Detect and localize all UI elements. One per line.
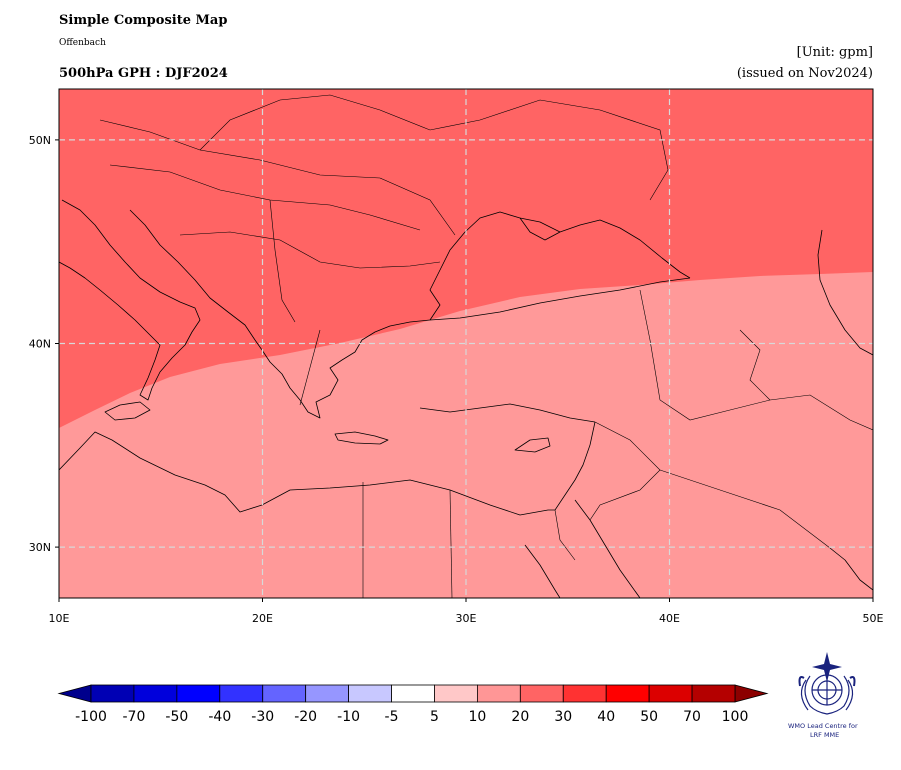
- colorbar-over-arrow: [734, 684, 769, 703]
- colorbar-tick-label: 20: [511, 709, 529, 725]
- colorbar-segment: [90, 684, 135, 703]
- logo-caption-line1: WMO Lead Centre for: [788, 722, 858, 730]
- colorbar-tick-label: -50: [165, 709, 188, 725]
- lat-tick-label: 50N: [29, 134, 51, 147]
- colorbar-segment: [176, 684, 221, 703]
- colorbar-segment: [648, 684, 693, 703]
- logo-caption-line2: LRF MME: [810, 731, 840, 739]
- lon-tick-label: 10E: [49, 612, 70, 625]
- lon-tick-label: 20E: [252, 612, 273, 625]
- colorbar-tick-label: -30: [251, 709, 274, 725]
- colorbar-segment: [562, 684, 607, 703]
- lon-tick-label: 30E: [456, 612, 477, 625]
- colorbar-tick-label: -40: [208, 709, 231, 725]
- gridlines: [59, 89, 873, 598]
- colorbar-tick-label: 5: [430, 709, 439, 725]
- colorbar-segment: [391, 684, 435, 703]
- colorbar-segment: [219, 684, 264, 703]
- colorbar-tick-label: -5: [385, 709, 399, 725]
- colorbar-tick-label: -70: [122, 709, 145, 725]
- colorbar-segment: [434, 684, 478, 703]
- colorbar-tick-label: 40: [597, 709, 615, 725]
- coastlines: [59, 199, 873, 598]
- colorbar-segment: [262, 684, 307, 703]
- colorbar-segment: [305, 684, 349, 703]
- colorbar-segment: [605, 684, 650, 703]
- colorbar-tick-label: 10: [468, 709, 486, 725]
- lon-tick-label: 50E: [863, 612, 884, 625]
- colorbar-segment: [519, 684, 564, 703]
- colorbar-segment: [691, 684, 736, 703]
- colorbar-tick-label: -100: [75, 709, 107, 725]
- variable-label: 500hPa GPH : DJF2024: [59, 66, 228, 81]
- borders: [99, 94, 873, 598]
- wmo-logo-icon: [798, 652, 856, 715]
- colorbar-tick-label: 100: [722, 709, 749, 725]
- lon-tick-label: 40E: [659, 612, 680, 625]
- lat-tick-label: 40N: [29, 338, 51, 351]
- colorbar-segment: [133, 684, 178, 703]
- colorbar-segment: [476, 684, 521, 703]
- colorbar-under-arrow: [57, 684, 92, 703]
- axis-ticks: 10E 20E 30E 40E 50E 30N 40N 50N: [29, 134, 884, 625]
- colorbar-segment: [348, 684, 392, 703]
- colorbar-tick-label: 30: [554, 709, 572, 725]
- colorbar-tick-label: -20: [294, 709, 317, 725]
- lat-tick-label: 30N: [29, 541, 51, 554]
- composite-map: 10E 20E 30E 40E 50E 30N 40N 50N: [29, 88, 884, 625]
- colorbar-tick-label: -10: [337, 709, 360, 725]
- colorbar-tick-label: 70: [683, 709, 701, 725]
- map-subtitle: Offenbach: [59, 38, 106, 48]
- issued-label: (issued on Nov2024): [736, 66, 873, 81]
- colorbar-tick-label: 50: [640, 709, 658, 725]
- unit-label: [Unit: gpm]: [796, 45, 873, 60]
- map-title: Simple Composite Map: [59, 13, 228, 28]
